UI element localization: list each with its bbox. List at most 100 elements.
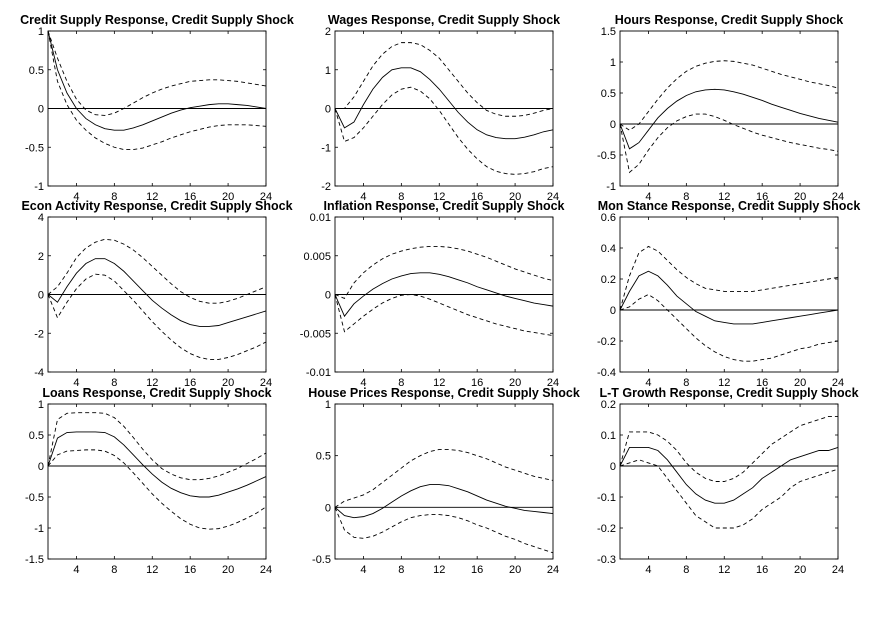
series-line-response [47, 258, 267, 327]
series-line-lower [334, 294, 554, 337]
chart-title: House Prices Response, Credit Supply Sho… [308, 386, 580, 400]
x-tick-label: 4 [645, 564, 651, 576]
y-tick-label: 0.01 [310, 212, 331, 224]
y-tick-label: 2 [325, 26, 331, 38]
chart-title: Econ Activity Response, Credit Supply Sh… [21, 199, 292, 213]
x-tick-label: 12 [146, 191, 158, 203]
x-tick-label: 8 [683, 377, 689, 389]
y-tick-label: 0 [610, 305, 616, 317]
x-tick-label: 20 [794, 191, 806, 203]
y-tick-label: -0.2 [597, 523, 616, 535]
x-tick-label: 20 [794, 564, 806, 576]
chart-panel-4: Econ Activity Response, Credit Supply Sh… [21, 199, 292, 389]
x-tick-label: 4 [360, 564, 366, 576]
series-line-upper [619, 60, 839, 131]
chart-panel-6: Mon Stance Response, Credit Supply Shock… [597, 199, 860, 389]
x-tick-label: 8 [111, 564, 117, 576]
x-tick-label: 20 [509, 377, 521, 389]
x-tick-label: 8 [683, 191, 689, 203]
y-tick-label: 1.5 [601, 26, 616, 38]
x-tick-label: 24 [547, 564, 559, 576]
x-tick-label: 4 [360, 377, 366, 389]
y-tick-label: 0 [610, 119, 616, 131]
series-line-upper [334, 246, 554, 299]
x-tick-label: 8 [111, 377, 117, 389]
y-tick-label: -1.5 [25, 554, 44, 566]
series-line-lower [47, 273, 267, 360]
y-tick-label: -2 [321, 181, 331, 193]
y-tick-label: -0.5 [312, 554, 331, 566]
y-tick-label: 0.1 [601, 430, 616, 442]
x-tick-label: 24 [832, 377, 844, 389]
series-line-response [47, 30, 267, 131]
chart-title: Credit Supply Response, Credit Supply Sh… [20, 13, 294, 27]
x-tick-label: 8 [683, 564, 689, 576]
y-tick-label: 0.5 [601, 88, 616, 100]
chart-title: Inflation Response, Credit Supply Shock [323, 199, 564, 213]
y-tick-label: 0 [325, 290, 331, 302]
plot-frame [47, 403, 267, 560]
x-tick-label: 20 [222, 564, 234, 576]
x-tick-label: 8 [398, 377, 404, 389]
y-tick-label: 0 [38, 461, 44, 473]
y-tick-label: 0.5 [316, 451, 331, 463]
x-tick-label: 16 [184, 564, 196, 576]
plot-frame [619, 30, 839, 187]
x-tick-label: 24 [547, 191, 559, 203]
x-tick-label: 12 [718, 377, 730, 389]
series-line-response [334, 272, 554, 318]
y-tick-label: 0 [38, 104, 44, 116]
chart-panel-3: Hours Response, Credit Supply Shock 4 8 12 1… [597, 13, 844, 203]
y-tick-label: -0.5 [597, 150, 616, 162]
y-tick-label: -0.1 [597, 492, 616, 504]
x-tick-label: 16 [471, 191, 483, 203]
series-line-upper [47, 30, 267, 116]
x-tick-label: 4 [645, 191, 651, 203]
y-tick-label: 0 [325, 104, 331, 116]
x-tick-label: 20 [509, 191, 521, 203]
chart-title: Wages Response, Credit Supply Shock [328, 13, 560, 27]
series-line-upper [619, 245, 839, 311]
y-tick-label: -0.01 [306, 367, 331, 379]
series-line-lower [47, 449, 267, 530]
x-tick-label: 16 [756, 564, 768, 576]
chart-title: Loans Response, Credit Supply Shock [42, 386, 271, 400]
y-tick-label: 1 [325, 399, 331, 411]
x-tick-label: 8 [111, 191, 117, 203]
y-tick-label: 0 [610, 461, 616, 473]
y-tick-label: -1 [321, 142, 331, 154]
x-tick-label: 4 [645, 377, 651, 389]
series-line-upper [335, 42, 554, 117]
chart-panel-9: L-T Growth Response, Credit Supply Shock… [597, 386, 859, 576]
y-tick-label: 1 [325, 65, 331, 77]
chart-title: L-T Growth Response, Credit Supply Shock [599, 386, 858, 400]
chart-panel-1: Credit Supply Response, Credit Supply Sh… [20, 13, 294, 203]
y-tick-label: -0.3 [597, 554, 616, 566]
chart-panel-8: House Prices Response, Credit Supply Sho… [308, 386, 580, 576]
x-tick-label: 16 [756, 191, 768, 203]
series-line-lower [619, 293, 839, 362]
y-tick-label: 0.4 [601, 243, 616, 255]
y-tick-label: -1 [606, 181, 616, 193]
x-tick-label: 4 [73, 564, 79, 576]
series-line-upper [47, 238, 267, 304]
y-tick-label: 4 [38, 212, 44, 224]
plot-frame [334, 403, 554, 560]
x-tick-label: 12 [433, 564, 445, 576]
x-tick-label: 8 [398, 191, 404, 203]
series-line-upper [334, 449, 554, 508]
x-tick-label: 20 [794, 377, 806, 389]
x-tick-label: 12 [718, 564, 730, 576]
series-line-response [619, 446, 839, 504]
x-tick-label: 4 [73, 377, 79, 389]
series-line-upper [619, 415, 838, 482]
series-line-lower [619, 113, 839, 174]
x-tick-label: 8 [398, 564, 404, 576]
x-tick-label: 12 [146, 377, 158, 389]
series-line-response [334, 484, 554, 519]
series-line-upper [47, 412, 267, 481]
y-tick-label: 0.5 [29, 430, 44, 442]
y-tick-label: 0.6 [601, 212, 616, 224]
